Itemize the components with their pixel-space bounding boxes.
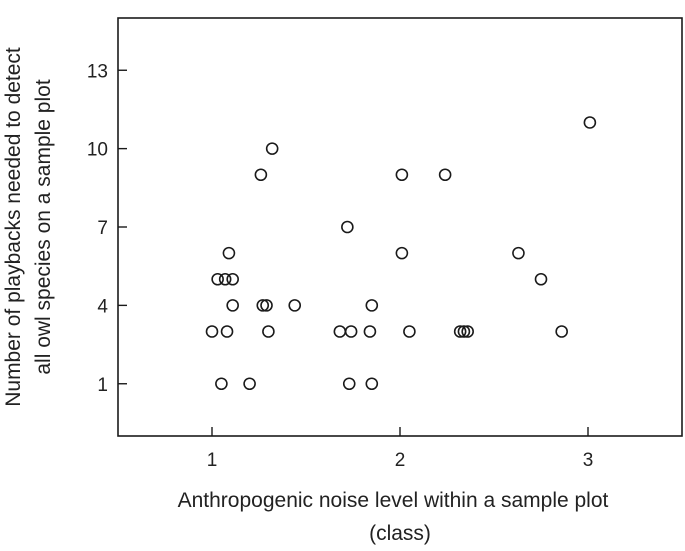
data-point-8 (243, 377, 256, 391)
data-point-1 (211, 272, 224, 286)
x-axis-title-line1: Anthropogenic noise level within a sampl… (178, 489, 609, 512)
x-tick-label-1: 1 (207, 450, 218, 471)
data-point-2 (215, 377, 228, 391)
plot-frame (117, 17, 683, 437)
data-point-19 (363, 325, 377, 338)
data-point-24 (403, 325, 416, 338)
data-point-23 (395, 246, 409, 260)
y-tick-label-1: 1 (97, 375, 108, 396)
data-point-32 (583, 116, 597, 129)
data-point-10 (256, 299, 270, 312)
data-point-22 (395, 168, 409, 182)
data-point-30 (534, 272, 548, 286)
y-tick-label-7: 7 (97, 218, 108, 239)
data-point-16 (341, 220, 354, 234)
x-axis-title-line2: (class) (369, 522, 431, 545)
y-axis-title-line1: Number of playbacks needed to detect (2, 47, 25, 407)
data-point-21 (365, 299, 379, 312)
x-tick-label-3: 3 (583, 450, 594, 471)
data-point-13 (265, 142, 279, 155)
x-tick-label-2: 2 (395, 450, 406, 471)
data-point-9 (254, 168, 268, 182)
data-point-31 (555, 325, 568, 338)
data-point-3 (218, 272, 232, 286)
data-point-12 (262, 325, 275, 338)
data-point-20 (365, 377, 379, 391)
data-point-29 (512, 246, 525, 260)
data-point-14 (288, 299, 302, 312)
y-tick-label-4: 4 (97, 296, 108, 317)
data-point-0 (205, 325, 219, 338)
data-point-17 (342, 377, 356, 391)
data-point-25 (438, 168, 452, 182)
data-point-11 (260, 299, 273, 312)
axis-ticks: 1 2 3 1 4 7 10 13 (87, 61, 593, 471)
y-axis-title-line2: all owl species on a sample plot (32, 79, 55, 374)
data-point-28 (461, 325, 474, 338)
y-tick-label-13: 13 (87, 61, 108, 82)
data-point-27 (457, 325, 471, 338)
data-point-18 (344, 325, 358, 338)
data-point-15 (333, 325, 347, 338)
data-points (205, 116, 597, 391)
data-point-4 (220, 325, 234, 338)
data-point-6 (226, 299, 239, 312)
data-point-5 (222, 246, 236, 260)
data-point-7 (226, 272, 239, 286)
y-tick-label-10: 10 (87, 140, 108, 161)
data-point-26 (453, 325, 467, 338)
